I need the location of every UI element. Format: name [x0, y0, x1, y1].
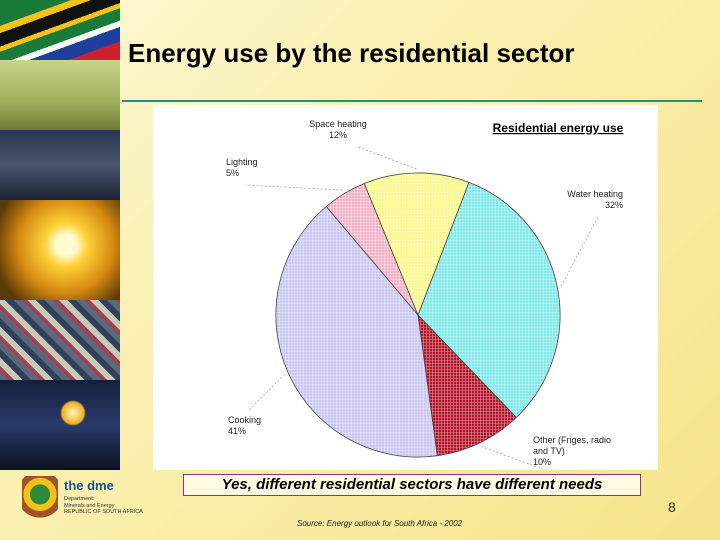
slice-leader-line: [560, 216, 599, 287]
takeaway-banner: Yes, different residential sectors have …: [183, 474, 641, 496]
title-divider: [122, 100, 702, 102]
slide-number: 8: [668, 499, 676, 515]
slice-leader-line: [481, 446, 546, 470]
logo-subtitle: Department: Minerals and Energy REPUBLIC…: [64, 496, 164, 516]
workers-photo: [0, 130, 120, 200]
chart-title: Residential energy use: [493, 121, 624, 135]
slide-title: Energy use by the residential sector: [128, 38, 575, 68]
sun-photo: [0, 200, 120, 300]
logo-line: Minerals and Energy: [64, 502, 115, 509]
pie-slice-cooking: [275, 205, 438, 458]
pie-slice-water-heating: [417, 181, 561, 419]
pie-chart: Residential energy use Water heating 32% O…: [226, 119, 624, 470]
slice-leader-line: [357, 146, 417, 170]
miner-photo: [0, 380, 120, 470]
slice-label-space-heating: Space heating 12%: [309, 119, 367, 140]
slice-leader-line: [247, 374, 285, 412]
slice-label-other: Other (Friges, radio and TV) 10%: [533, 435, 611, 467]
slice-label-cooking: Cooking 41%: [228, 415, 261, 436]
logo-line: REPUBLIC OF SOUTH AFRICA: [64, 509, 143, 515]
dme-logo: the dme Department: Minerals and Energy …: [22, 476, 162, 524]
photo-strip: [0, 0, 120, 470]
pylon-photo: [0, 60, 120, 130]
slice-label-lighting: Lighting 5%: [226, 157, 258, 178]
coat-of-arms-icon: [22, 476, 58, 522]
slice-leader-line: [245, 184, 343, 191]
flag-photo: [0, 0, 120, 60]
source-note: Source: Energy outlook for South Africa …: [297, 519, 463, 528]
pie-slice-other: [417, 313, 517, 457]
logo-line: Department:: [64, 496, 95, 502]
slice-label-water-heating: Water heating 32%: [567, 189, 623, 210]
ore-photo: [0, 300, 120, 380]
pie-slice-space-heating: [363, 172, 470, 317]
chart-panel: Residential energy use Water heating 32% O…: [153, 105, 658, 470]
logo-name: the dme: [64, 478, 114, 493]
